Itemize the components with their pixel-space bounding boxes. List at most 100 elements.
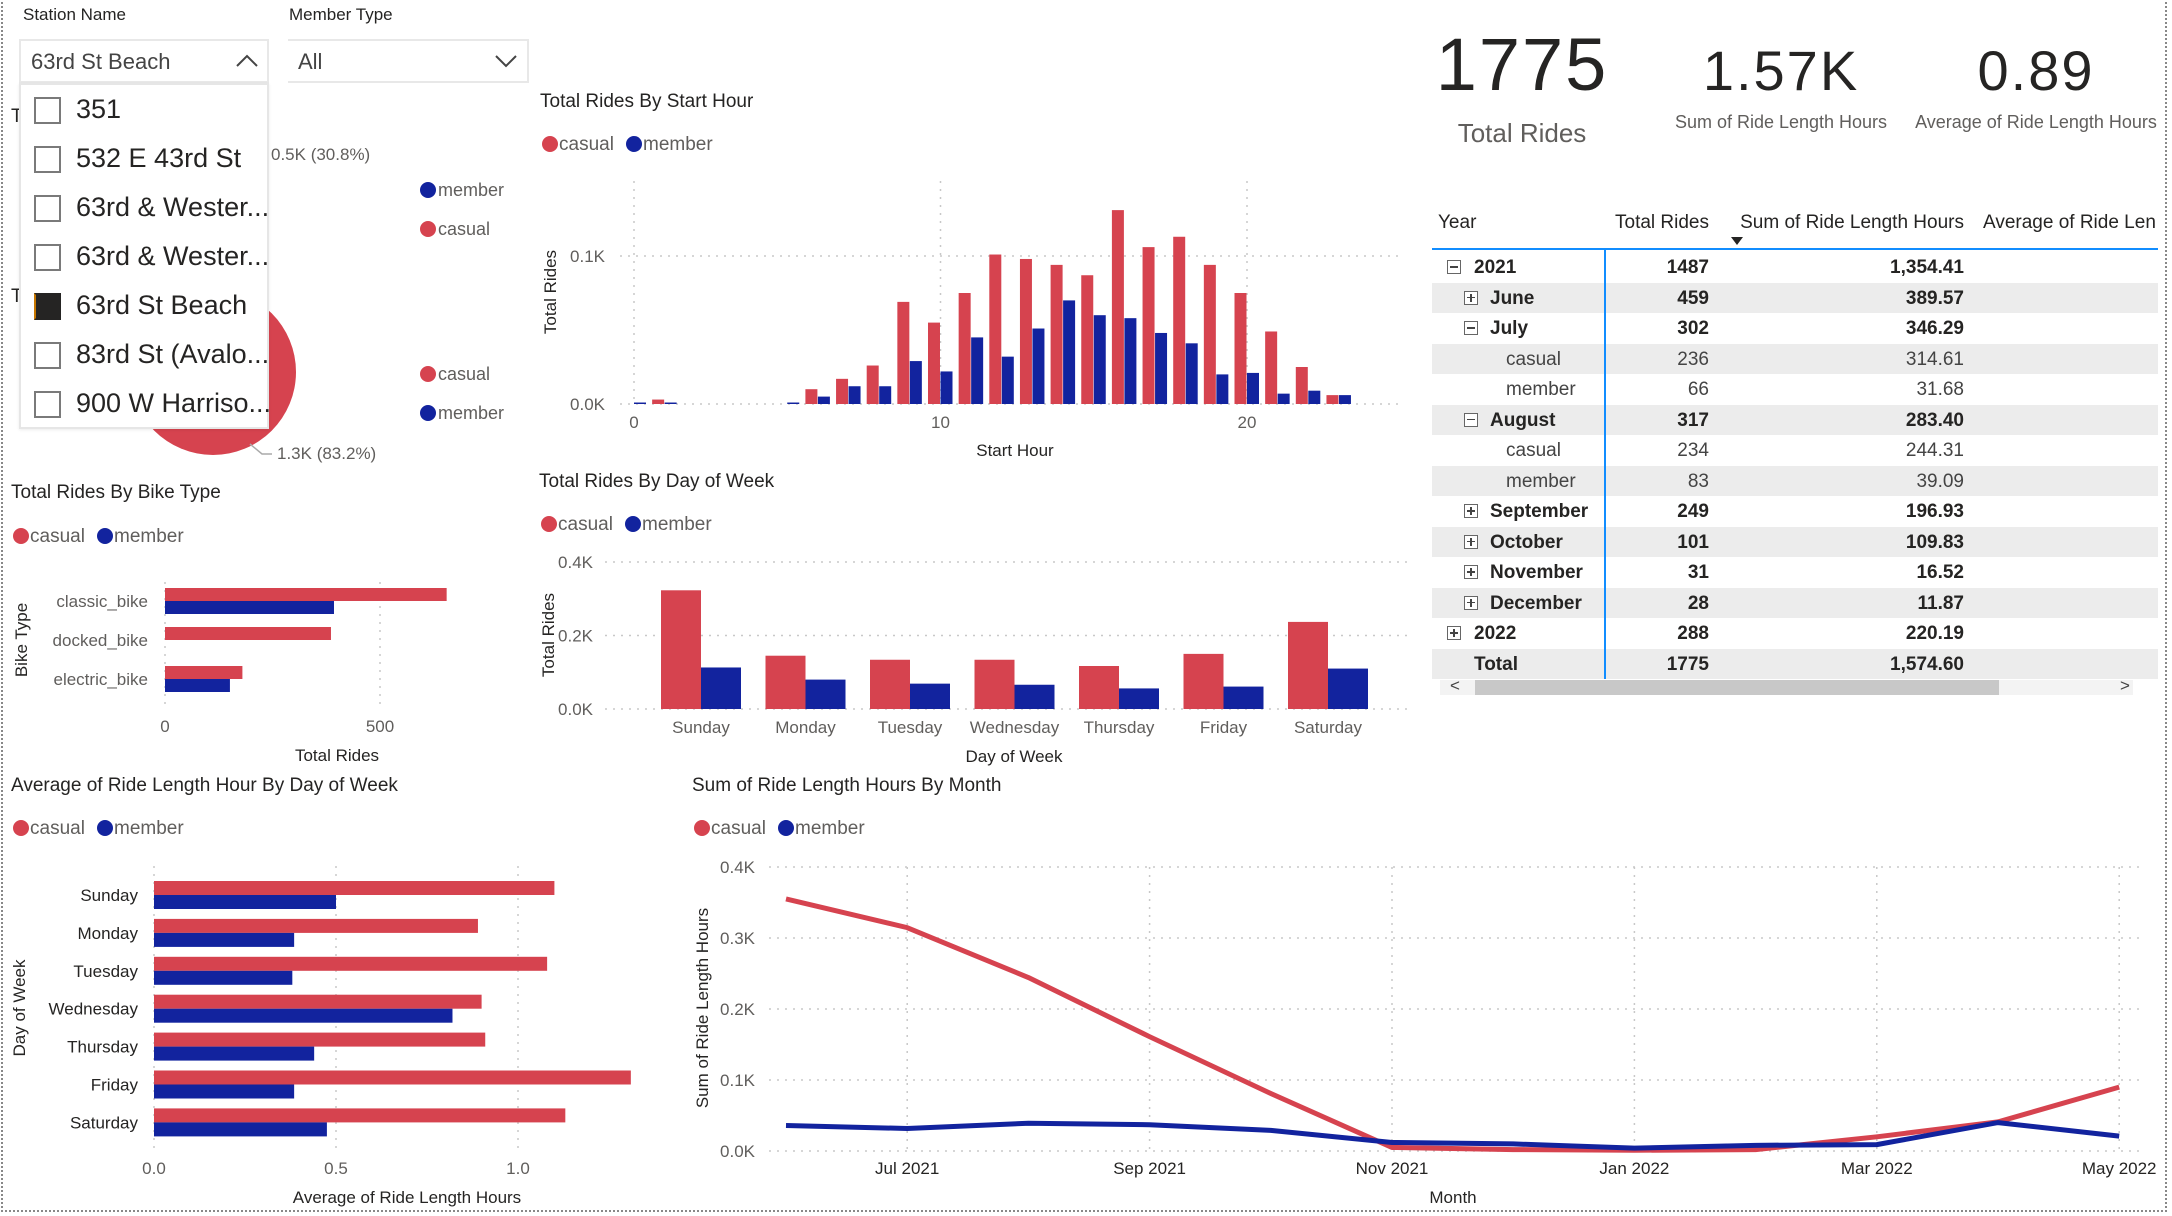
expand-icon[interactable]: [1447, 626, 1461, 640]
expand-icon[interactable]: [1464, 595, 1478, 610]
line-series-casual[interactable]: [785, 896, 2120, 1153]
bar-casual-hour-23[interactable]: [1326, 395, 1339, 404]
bar-casual-electric_bike[interactable]: [165, 666, 243, 679]
bar-member-monday[interactable]: [805, 679, 846, 709]
station-option[interactable]: 900 W Harriso...: [21, 380, 271, 429]
column-header-year[interactable]: Year: [1438, 212, 1477, 233]
checkbox[interactable]: [34, 244, 61, 271]
bar-member-hour-16[interactable]: [1124, 318, 1137, 404]
bar-member-hour-22[interactable]: [1308, 390, 1321, 404]
pie-chart-2-legend-item[interactable]: casual: [420, 364, 490, 385]
bar-member-hour-10[interactable]: [940, 371, 953, 404]
bar-member-friday[interactable]: [1223, 686, 1264, 709]
bar-casual-hour-18[interactable]: [1173, 236, 1186, 404]
bar-casual-hour-6[interactable]: [805, 389, 818, 404]
bar-member-hour-8[interactable]: [879, 386, 892, 404]
bar-casual-hour-9[interactable]: [897, 301, 910, 404]
collapse-icon[interactable]: [1447, 260, 1461, 274]
bar-member-hour-15[interactable]: [1093, 315, 1106, 404]
expand-icon[interactable]: [1464, 504, 1478, 518]
bar-member-hour-20[interactable]: [1247, 372, 1259, 404]
collapse-icon[interactable]: [1464, 321, 1478, 335]
checkbox[interactable]: [34, 195, 61, 222]
bar-member-monday[interactable]: [154, 932, 295, 947]
bar-casual-hour-22[interactable]: [1295, 367, 1308, 404]
pie-chart-1-legend-item[interactable]: member: [420, 180, 504, 201]
checkbox[interactable]: [34, 342, 61, 369]
bar-casual-hour-17[interactable]: [1142, 247, 1155, 404]
scroll-right-arrow[interactable]: >: [2120, 676, 2130, 695]
bar-casual-tuesday[interactable]: [870, 659, 910, 709]
scroll-left-arrow[interactable]: <: [1450, 676, 1460, 695]
collapse-icon[interactable]: [1464, 412, 1478, 427]
bar-casual-wednesday[interactable]: [154, 994, 482, 1009]
bar-casual-hour-11[interactable]: [958, 293, 971, 404]
scrollbar-thumb[interactable]: [1475, 680, 1999, 695]
bar-casual-hour-14[interactable]: [1050, 264, 1063, 404]
horizontal-scrollbar[interactable]: < >: [1440, 676, 2133, 695]
pie-chart-2-legend-item[interactable]: member: [420, 403, 504, 424]
bar-member-hour-14[interactable]: [1063, 300, 1076, 404]
bar-member-sunday[interactable]: [701, 667, 741, 709]
bar-member-hour-18[interactable]: [1185, 343, 1198, 404]
bar-member-hour-1[interactable]: [664, 402, 677, 404]
checkbox[interactable]: [34, 146, 61, 173]
bar-casual-friday[interactable]: [154, 1070, 631, 1085]
bar-member-hour-6[interactable]: [817, 396, 830, 404]
bar-member-hour-17[interactable]: [1155, 332, 1168, 404]
bar-member-tuesday[interactable]: [910, 683, 950, 709]
bar-casual-saturday[interactable]: [154, 1108, 566, 1123]
bar-casual-tuesday[interactable]: [154, 956, 548, 971]
column-header-total-rides[interactable]: Total Rides: [1615, 212, 1709, 233]
bar-member-hour-0[interactable]: [634, 402, 646, 404]
bar-casual-hour-19[interactable]: [1203, 264, 1216, 404]
bar-member-classic_bike[interactable]: [165, 601, 334, 614]
bar-member-hour-12[interactable]: [1001, 356, 1014, 404]
bar-casual-hour-16[interactable]: [1111, 210, 1124, 404]
bar-member-wednesday[interactable]: [154, 1008, 453, 1023]
station-slicer-dropdown[interactable]: 63rd St Beach: [19, 39, 269, 83]
bar-member-electric_bike[interactable]: [165, 679, 230, 692]
bar-member-thursday[interactable]: [154, 1046, 315, 1061]
station-option[interactable]: 532 E 43rd St: [21, 135, 267, 184]
bar-casual-hour-15[interactable]: [1081, 275, 1094, 404]
bar-member-hour-7[interactable]: [848, 386, 861, 404]
bar-casual-docked_bike[interactable]: [165, 627, 331, 640]
bar-member-hour-5[interactable]: [787, 402, 800, 404]
pie-chart-1-legend-item[interactable]: casual: [420, 219, 490, 240]
bar-member-hour-21[interactable]: [1277, 393, 1290, 404]
bar-member-hour-23[interactable]: [1338, 395, 1351, 404]
bar-casual-hour-20[interactable]: [1234, 293, 1247, 404]
bar-member-hour-9[interactable]: [909, 361, 922, 404]
bar-casual-classic_bike[interactable]: [165, 588, 447, 601]
bar-casual-hour-7[interactable]: [836, 378, 849, 404]
bar-member-friday[interactable]: [154, 1084, 295, 1099]
bar-member-tuesday[interactable]: [154, 970, 293, 985]
bar-casual-thursday[interactable]: [1079, 666, 1119, 709]
expand-icon[interactable]: [1464, 290, 1478, 305]
bar-casual-sunday[interactable]: [661, 590, 701, 709]
station-option[interactable]: 351: [21, 86, 267, 135]
bar-casual-saturday[interactable]: [1288, 621, 1328, 709]
bar-casual-hour-8[interactable]: [866, 365, 879, 404]
bar-casual-monday[interactable]: [154, 918, 478, 933]
column-header-average-hours[interactable]: Average of Ride Len: [1983, 212, 2156, 233]
bar-casual-hour-10[interactable]: [928, 322, 940, 404]
bar-member-hour-13[interactable]: [1032, 328, 1045, 404]
line-series-member[interactable]: [785, 1120, 2120, 1151]
bar-casual-wednesday[interactable]: [974, 659, 1015, 709]
bar-casual-hour-1[interactable]: [652, 399, 665, 404]
bar-member-hour-19[interactable]: [1216, 374, 1229, 404]
bar-casual-hour-13[interactable]: [1019, 258, 1032, 404]
expand-icon[interactable]: [1464, 534, 1478, 549]
bar-member-thursday[interactable]: [1119, 688, 1159, 709]
station-option[interactable]: 63rd & Wester...: [21, 233, 269, 282]
bar-member-sunday[interactable]: [154, 895, 336, 909]
expand-icon[interactable]: [1464, 565, 1478, 579]
checkbox-checked[interactable]: [34, 293, 61, 320]
bar-casual-friday[interactable]: [1183, 653, 1224, 709]
bar-casual-hour-12[interactable]: [989, 254, 1002, 404]
member-type-slicer-dropdown[interactable]: All: [288, 39, 529, 83]
bar-casual-monday[interactable]: [765, 655, 806, 709]
bar-member-hour-11[interactable]: [971, 337, 984, 404]
